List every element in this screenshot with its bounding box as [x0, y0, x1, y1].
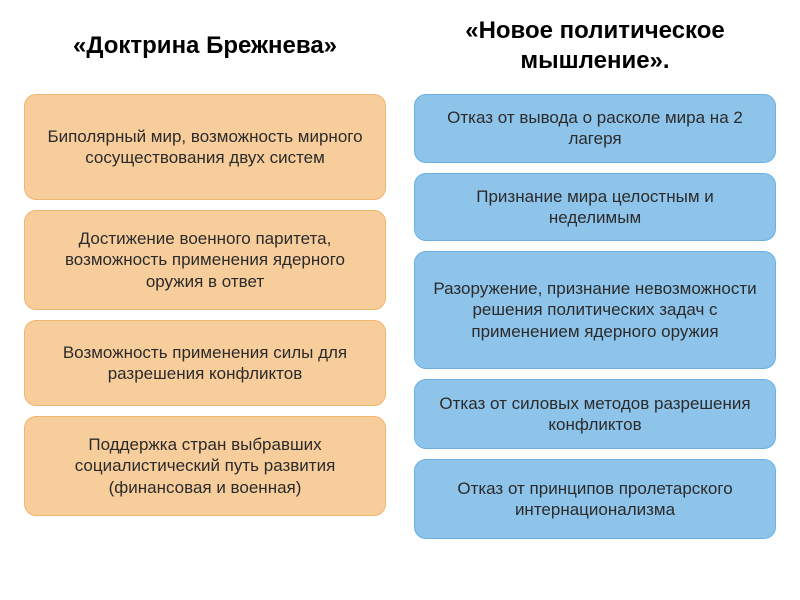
right-column: «Новое политическое мышление». Отказ от …: [414, 14, 776, 582]
right-box-2: Разоружение, признание невозможности реш…: [414, 251, 776, 369]
right-box-0: Отказ от вывода о расколе мира на 2 лаге…: [414, 94, 776, 163]
right-box-4: Отказ от принципов пролетарского интерна…: [414, 459, 776, 539]
left-box-1: Достижение военного паритета, возможност…: [24, 210, 386, 310]
left-box-2: Возможность применения силы для разрешен…: [24, 320, 386, 406]
left-column: «Доктрина Брежнева» Биполярный мир, возм…: [24, 14, 386, 582]
right-box-3: Отказ от силовых методов разрешения конф…: [414, 379, 776, 449]
comparison-container: «Доктрина Брежнева» Биполярный мир, возм…: [0, 0, 800, 600]
left-title: «Доктрина Брежнева»: [73, 14, 337, 78]
left-box-3: Поддержка стран выбравших социалистическ…: [24, 416, 386, 516]
right-title: «Новое политическое мышление».: [414, 14, 776, 78]
right-box-1: Признание мира целостным и неделимым: [414, 173, 776, 242]
left-box-0: Биполярный мир, возможность мирного сосу…: [24, 94, 386, 200]
